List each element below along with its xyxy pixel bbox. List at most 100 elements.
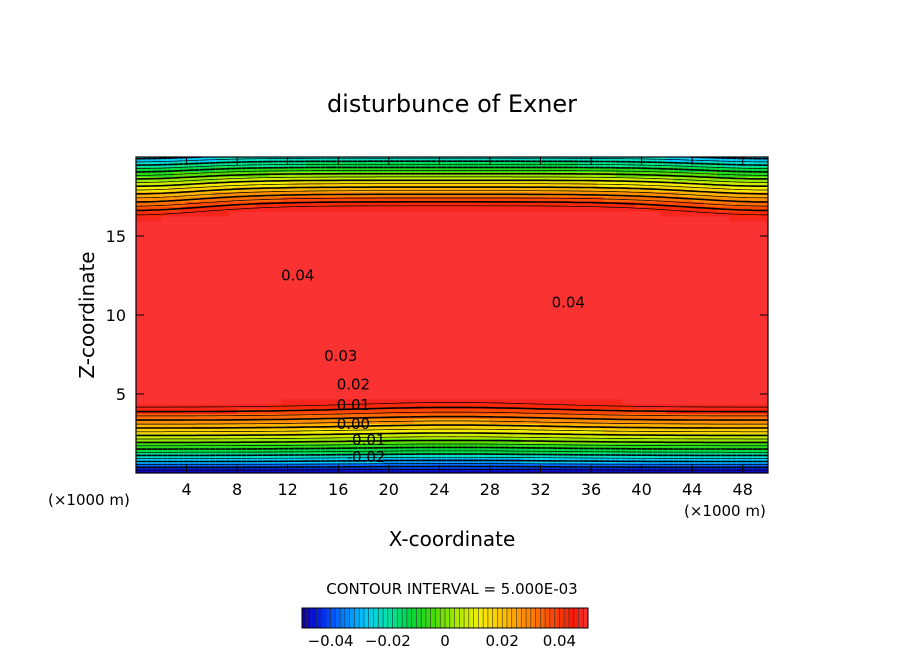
field-cell (426, 462, 434, 469)
field-cell (565, 452, 573, 459)
field-cell (249, 225, 257, 232)
field-cell (420, 211, 428, 217)
field-cell (609, 270, 617, 276)
field-cell (590, 265, 598, 271)
field-cell (350, 418, 358, 424)
field-cell (148, 299, 156, 306)
field-cell (350, 359, 358, 365)
field-cell (198, 383, 206, 390)
field-cell (603, 403, 611, 410)
field-cell (546, 176, 554, 182)
field-cell (565, 157, 573, 163)
field-cell (571, 383, 579, 390)
field-cell (394, 428, 402, 434)
field-cell (363, 275, 371, 281)
field-cell (552, 383, 560, 390)
field-cell (420, 260, 428, 266)
field-cell (363, 354, 371, 360)
field-cell (445, 215, 453, 222)
field-cell (331, 215, 339, 222)
field-cell (540, 354, 548, 360)
field-cell (262, 344, 270, 350)
field-cell (597, 383, 604, 390)
field-cell (603, 235, 611, 242)
field-cell (597, 250, 604, 257)
field-cell (293, 290, 301, 296)
field-cell (236, 423, 244, 429)
field-cell (426, 299, 434, 306)
field-cell (375, 314, 383, 321)
field-cell (571, 349, 579, 355)
field-cell (217, 225, 225, 232)
field-cell (262, 359, 270, 365)
field-cell (154, 334, 162, 340)
field-cell (616, 196, 623, 202)
field-cell (508, 413, 516, 419)
field-cell (413, 280, 421, 286)
field-cell (350, 225, 358, 232)
field-cell (394, 290, 402, 296)
field-cell (198, 438, 206, 444)
field-cell (281, 334, 288, 340)
field-cell (198, 339, 206, 345)
field-cell (318, 176, 326, 182)
field-cell (179, 211, 187, 217)
field-cell (167, 383, 175, 390)
field-cell (281, 255, 288, 261)
field-cell (407, 339, 415, 345)
field-cell (533, 304, 541, 311)
field-cell (527, 235, 535, 242)
field-cell (565, 215, 573, 222)
field-cell (205, 201, 213, 207)
field-cell (546, 230, 554, 237)
field-cell (217, 393, 225, 400)
field-cell (401, 245, 409, 252)
field-cell (483, 467, 491, 473)
field-cell (565, 250, 573, 257)
field-cell (521, 373, 529, 380)
field-cell (458, 240, 465, 247)
field-cell (571, 215, 579, 222)
field-cell (300, 294, 307, 301)
field-cell (337, 373, 345, 380)
field-cell (192, 457, 200, 464)
field-cell (217, 309, 225, 316)
field-cell (622, 265, 630, 271)
field-cell (451, 240, 459, 247)
field-cell (590, 359, 598, 365)
field-cell (205, 319, 213, 326)
field-cell (483, 166, 491, 173)
field-cell (407, 176, 415, 182)
field-cell (243, 250, 251, 257)
field-cell (609, 299, 617, 306)
field-cell (521, 157, 529, 163)
field-cell (622, 211, 630, 217)
field-cell (249, 462, 257, 469)
field-cell (413, 349, 421, 355)
field-cell (217, 398, 225, 405)
field-cell (413, 215, 421, 222)
field-cell (445, 220, 453, 227)
field-cell (439, 240, 446, 247)
field-cell (413, 225, 421, 232)
field-cell (552, 235, 560, 242)
field-cell (363, 166, 371, 173)
field-cell (262, 176, 270, 182)
field-cell (603, 418, 611, 424)
field-cell (318, 354, 326, 360)
field-cell (571, 319, 579, 326)
field-cell (565, 398, 573, 405)
field-cell (236, 364, 244, 370)
field-cell (344, 230, 352, 237)
field-cell (300, 418, 307, 424)
field-cell (382, 245, 390, 252)
field-cell (186, 304, 194, 311)
field-cell (413, 255, 421, 261)
field-cell (382, 369, 390, 375)
field-cell (464, 373, 472, 380)
field-cell (281, 225, 288, 232)
field-cell (401, 467, 409, 473)
field-cell (394, 334, 402, 340)
field-cell (312, 364, 320, 370)
field-cell (293, 388, 301, 395)
